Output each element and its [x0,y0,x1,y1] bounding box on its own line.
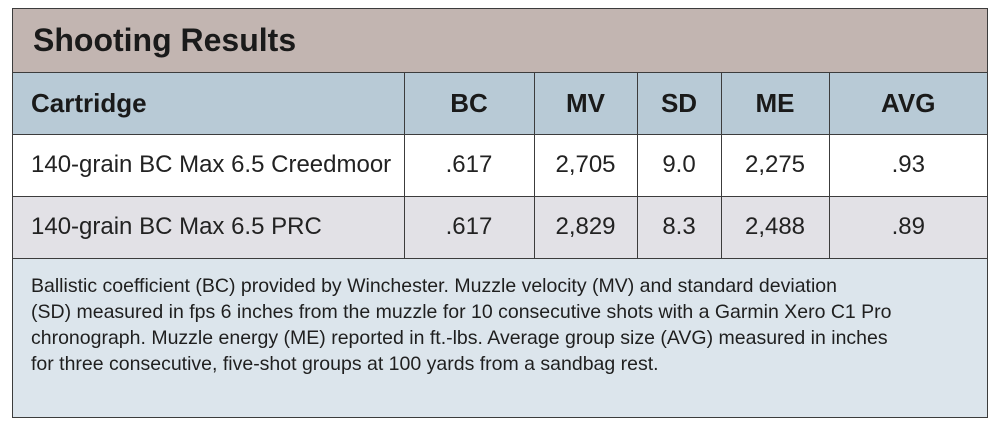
header-me: ME [720,73,830,135]
panel-title: Shooting Results [33,22,297,58]
footnote-line: (SD) measured in fps 6 inches from the m… [31,301,892,323]
table-row: 140-grain BC Max 6.5 Creedmoor .617 2,70… [13,133,987,197]
cell-cartridge: 140-grain BC Max 6.5 PRC [13,195,405,259]
cell-bc: .617 [403,133,535,197]
cell-mv: 2,705 [533,133,638,197]
cell-avg: .89 [828,195,987,259]
header-sd: SD [636,73,722,135]
header-cartridge: Cartridge [13,73,405,135]
title-bar: Shooting Results [13,9,987,73]
cell-me: 2,275 [720,133,830,197]
cell-mv: 2,829 [533,195,638,259]
cell-sd: 8.3 [636,195,722,259]
cell-sd: 9.0 [636,133,722,197]
cell-bc: .617 [403,195,535,259]
footnote: Ballistic coefficient (BC) provided by W… [31,273,961,377]
header-row: Cartridge BC MV SD ME AVG [13,73,987,135]
footnote-line: for three consecutive, five-shot groups … [31,353,659,375]
cell-cartridge: 140-grain BC Max 6.5 Creedmoor [13,133,405,197]
cell-me: 2,488 [720,195,830,259]
cell-avg: .93 [828,133,987,197]
shooting-results-panel: Shooting Results Cartridge BC MV SD ME A… [12,8,988,418]
results-table: Cartridge BC MV SD ME AVG 140-grain BC M… [13,73,987,259]
footnote-line: chronograph. Muzzle energy (ME) reported… [31,327,888,349]
header-bc: BC [403,73,535,135]
header-avg: AVG [828,73,987,135]
header-mv: MV [533,73,638,135]
footnote-line: Ballistic coefficient (BC) provided by W… [31,275,837,297]
table-row: 140-grain BC Max 6.5 PRC .617 2,829 8.3 … [13,195,987,259]
